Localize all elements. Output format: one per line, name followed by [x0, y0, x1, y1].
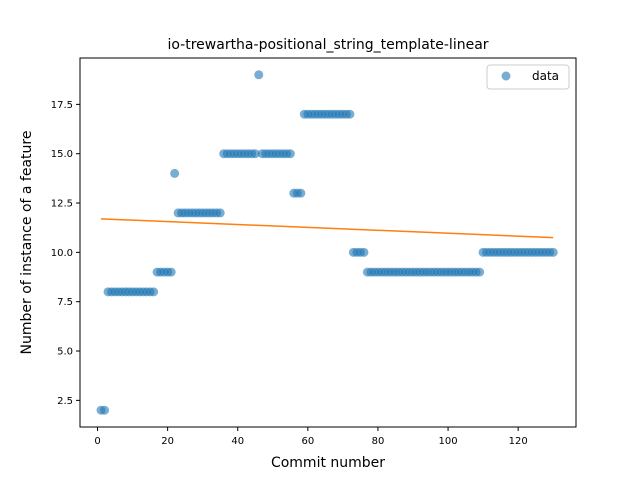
data-marks [96, 70, 558, 415]
chart-title: io-trewartha-positional_string_template-… [167, 37, 488, 53]
x-axis-label: Commit number [271, 455, 385, 471]
data-point [359, 247, 369, 257]
trend-line [101, 218, 554, 239]
y-tick-label: 17.5 [51, 100, 73, 111]
x-tick-label: 60 [301, 436, 314, 447]
data-point [285, 149, 295, 159]
x-tick-label: 80 [372, 436, 385, 447]
legend-label-data: data [532, 69, 559, 83]
x-tick-label: 40 [231, 436, 244, 447]
y-tick-label: 15.0 [51, 149, 73, 160]
y-tick-label: 5.0 [57, 347, 73, 358]
x-tick-label: 120 [509, 436, 528, 447]
data-point [548, 247, 558, 257]
plot-area [80, 58, 576, 427]
data-point [250, 149, 260, 159]
data-point [100, 405, 110, 415]
y-tick-label: 12.5 [51, 199, 73, 210]
y-axis-label: Number of instance of a feature [19, 131, 35, 355]
legend-box [486, 64, 570, 90]
y-tick-label: 7.5 [57, 297, 73, 308]
y-tick-label: 2.5 [57, 396, 73, 407]
data-point [296, 188, 306, 198]
legend: data [486, 64, 570, 90]
y-tick-label: 10.0 [51, 248, 73, 259]
data-point [475, 267, 485, 277]
data-point [166, 267, 176, 277]
data-point [170, 168, 180, 178]
axis-ticks: 0 20 40 60 80 100 120 2.5 5.0 7.5 10.0 12.5 15.0 17.5 [51, 100, 528, 447]
plot-frame [79, 57, 577, 428]
x-tick-label: 20 [161, 436, 174, 447]
data-point [215, 208, 225, 218]
data-point [149, 287, 159, 297]
data-point [345, 109, 355, 119]
x-tick-label: 0 [94, 436, 100, 447]
legend-marker-data [501, 71, 511, 81]
data-point [254, 70, 264, 80]
x-tick-label: 100 [439, 436, 458, 447]
